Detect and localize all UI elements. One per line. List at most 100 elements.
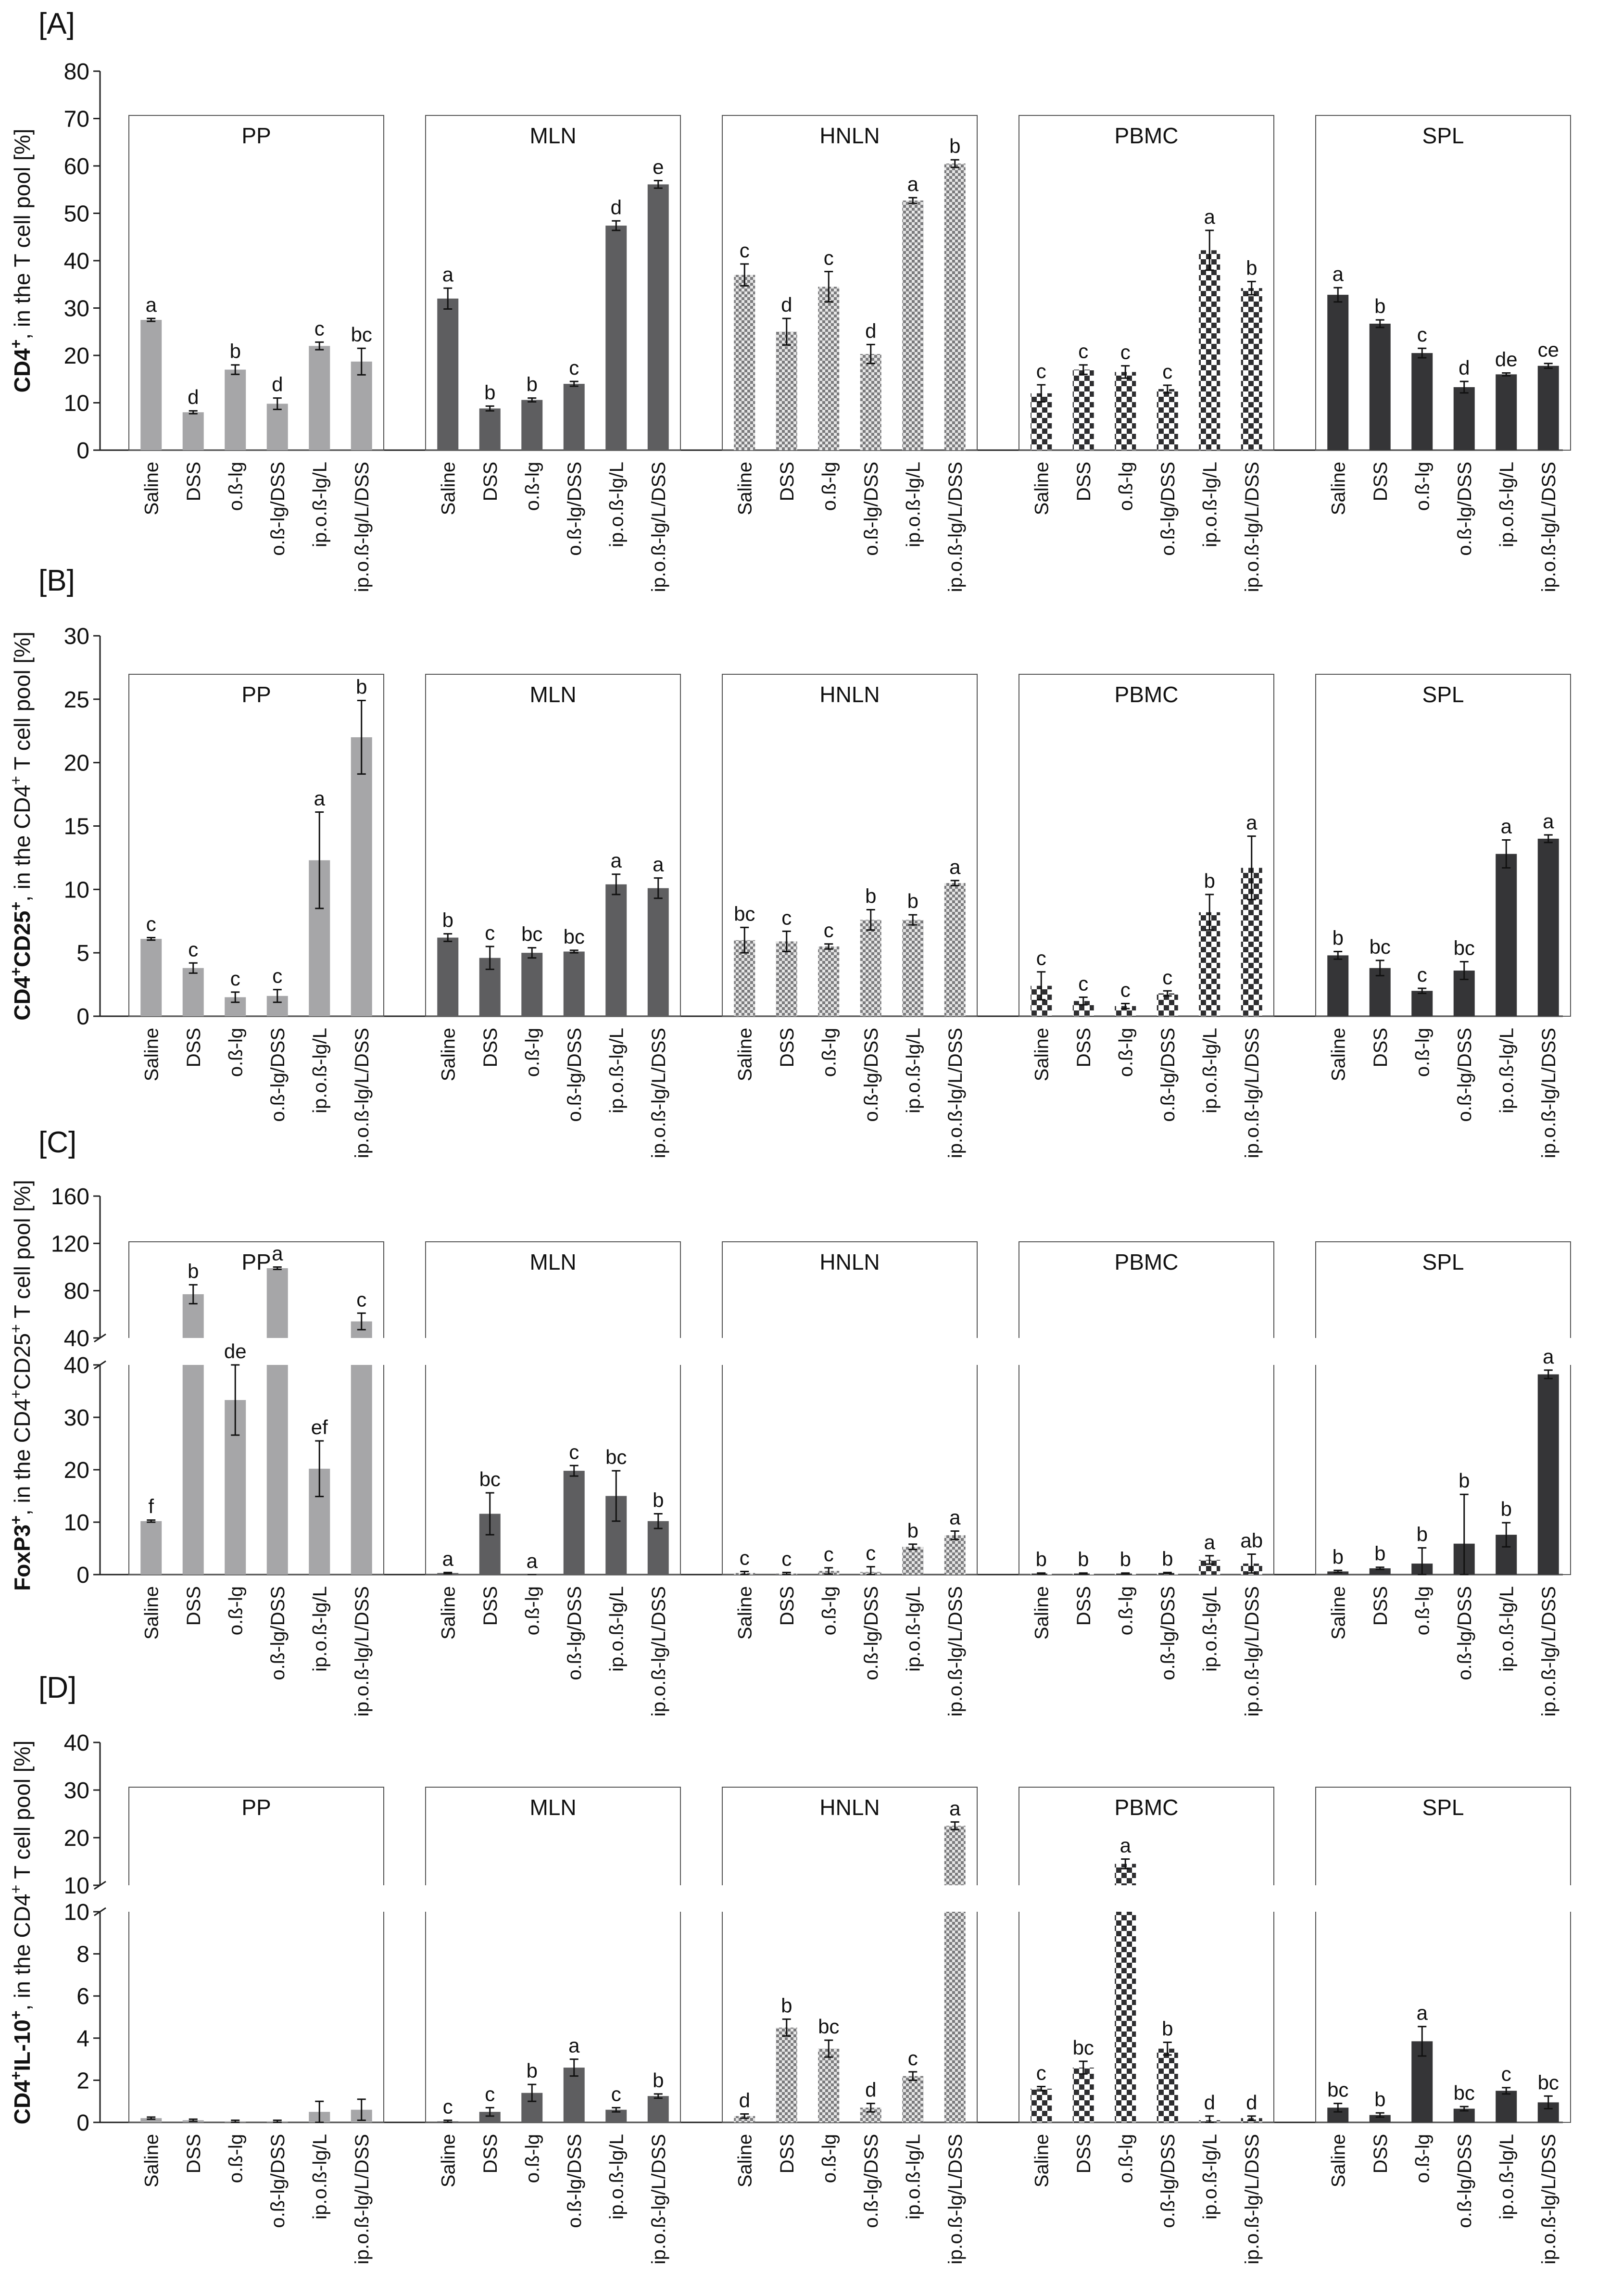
tissue-box-lower (128, 1365, 384, 1575)
x-tick-label: DSS (480, 2134, 501, 2173)
x-tick-label: o.ß-lg/DSS (1454, 1586, 1475, 1680)
significance-letter: b (907, 1519, 918, 1542)
y-axis-title-part: CD4 (10, 976, 35, 1020)
y-tick-label: 10 (64, 877, 89, 903)
bar (1157, 2048, 1178, 2122)
bar (1411, 353, 1433, 450)
x-tick-label: DSS (1370, 2134, 1391, 2173)
y-tick-label: 0 (76, 1563, 89, 1588)
tissue-title: SPL (1422, 1249, 1464, 1274)
x-tick-label: DSS (1073, 1586, 1094, 1626)
x-tick-label: o.ß-lg (1115, 462, 1136, 511)
y-axis-title: CD4+IL-10+, in the CD4+ T cell pool [%] (7, 1741, 35, 2124)
x-tick-label: ip.o.ß-lg/L/DSS (648, 2134, 669, 2264)
x-tick-label: ip.o.ß-lg/L (309, 1586, 330, 1672)
significance-letter: a (314, 787, 326, 809)
y-axis-title-part: + (7, 2071, 25, 2080)
group-mln: MLN b Saline c DSS bc o.ß-lg bc o.ß-lg/DSS a ip.o.… (425, 674, 681, 1158)
significance-letter: f (148, 1495, 154, 1518)
x-tick-label: DSS (183, 2134, 204, 2173)
group-pp: PP a Saline d DSS b o.ß-lg d o.ß-lg/DSS c ip.o.ß-l… (128, 115, 384, 592)
bar (860, 354, 881, 450)
significance-letter: ef (311, 1416, 328, 1438)
y-tick-label: 2 (76, 2068, 89, 2094)
bar (902, 2076, 924, 2122)
x-tick-label: o.ß-lg/DSS (1454, 2134, 1475, 2228)
significance-letter: c (485, 921, 495, 944)
group-pp: PP c Saline c DSS c o.ß-lg c o.ß-lg/DSS a ip.o.ß-l… (128, 674, 384, 1158)
tissue-title: MLN (529, 1249, 576, 1274)
bar (563, 1471, 585, 1575)
y-tick-label: 30 (64, 1405, 89, 1431)
significance-letter: b (527, 2059, 538, 2082)
bar (182, 968, 204, 1016)
x-tick-label: o.ß-lg (225, 1586, 246, 1635)
tissue-box (425, 115, 681, 451)
significance-letter: ab (1240, 1529, 1263, 1552)
x-tick-label: o.ß-lg/DSS (267, 2134, 289, 2228)
bar (225, 369, 246, 450)
tissue-title: PBMC (1115, 1795, 1179, 1820)
y-tick-label: 10 (64, 1873, 89, 1899)
bar (605, 226, 627, 450)
y-tick-label: 20 (64, 1458, 89, 1483)
x-tick-label: o.ß-lg/DSS (267, 1586, 289, 1680)
x-tick-label: ip.o.ß-lg/L (606, 2134, 627, 2220)
significance-letter: c (1120, 979, 1131, 1001)
significance-letter: bc (1454, 937, 1475, 959)
y-tick-label: 40 (64, 1353, 89, 1378)
x-tick-label: o.ß-lg/DSS (861, 1028, 882, 1122)
x-tick-label: ip.o.ß-lg/L (606, 1586, 627, 1672)
significance-letter: c (272, 965, 282, 987)
group-pbmc: PBMC c Saline c DSS c o.ß-lg c o.ß-lg/DSS b ip.o.ß… (1019, 674, 1274, 1158)
tissue-box-lower (1315, 1365, 1571, 1575)
bar (1496, 374, 1517, 450)
tissue-box-lower (1019, 1365, 1274, 1575)
significance-letter: a (1204, 1531, 1216, 1553)
tissue-title: SPL (1422, 123, 1464, 148)
x-tick-label: DSS (1073, 1028, 1094, 1067)
significance-letter: bc (1370, 935, 1391, 958)
bar (1199, 250, 1220, 450)
significance-letter: a (653, 853, 664, 876)
tissue-box-upper (1019, 1241, 1274, 1338)
tissue-box (1315, 674, 1571, 1017)
bar (776, 331, 797, 450)
bar (1369, 2115, 1391, 2122)
bar (351, 361, 372, 450)
x-tick-label: Saline (1328, 1586, 1349, 1640)
significance-letter: b (230, 340, 241, 363)
tissue-title: PP (241, 682, 271, 707)
significance-letter: b (1501, 1498, 1512, 1520)
x-tick-label: o.ß-lg (1412, 462, 1433, 511)
significance-letter: b (1120, 1548, 1131, 1571)
x-tick-label: ip.o.ß-lg/L (903, 2134, 924, 2220)
bar (1241, 288, 1262, 450)
x-tick-label: ip.o.ß-lg/L/DSS (1538, 1028, 1559, 1158)
y-tick-label: 10 (64, 391, 89, 416)
significance-letter: a (1543, 810, 1554, 833)
bar (944, 164, 966, 450)
x-tick-label: o.ß-lg (522, 2134, 543, 2183)
bar (776, 2027, 797, 2122)
y-axis-title-part: IL-10 (10, 2019, 35, 2071)
bar (563, 384, 585, 450)
significance-letter: b (865, 885, 876, 908)
y-tick-label: 40 (64, 1730, 89, 1756)
y-axis-title: CD4+CD25+, in the CD4+ T cell pool [%] (7, 631, 35, 1021)
x-tick-label: Saline (1031, 1028, 1052, 1081)
tissue-box-upper (1019, 1787, 1274, 1885)
bar (351, 1365, 372, 1575)
significance-letter: c (824, 919, 834, 942)
x-tick-label: ip.o.ß-lg/L/DSS (1538, 2134, 1559, 2264)
y-axis-title-part: T cell pool [%] (10, 1741, 35, 1885)
significance-letter: b (949, 135, 960, 157)
significance-letter: c (1417, 323, 1427, 346)
x-tick-label: DSS (1370, 1586, 1391, 1626)
y-tick-label: 40 (64, 1326, 89, 1351)
x-tick-label: o.ß-lg (522, 1586, 543, 1635)
y-tick-label: 60 (64, 154, 89, 179)
significance-letter: c (1120, 341, 1131, 364)
